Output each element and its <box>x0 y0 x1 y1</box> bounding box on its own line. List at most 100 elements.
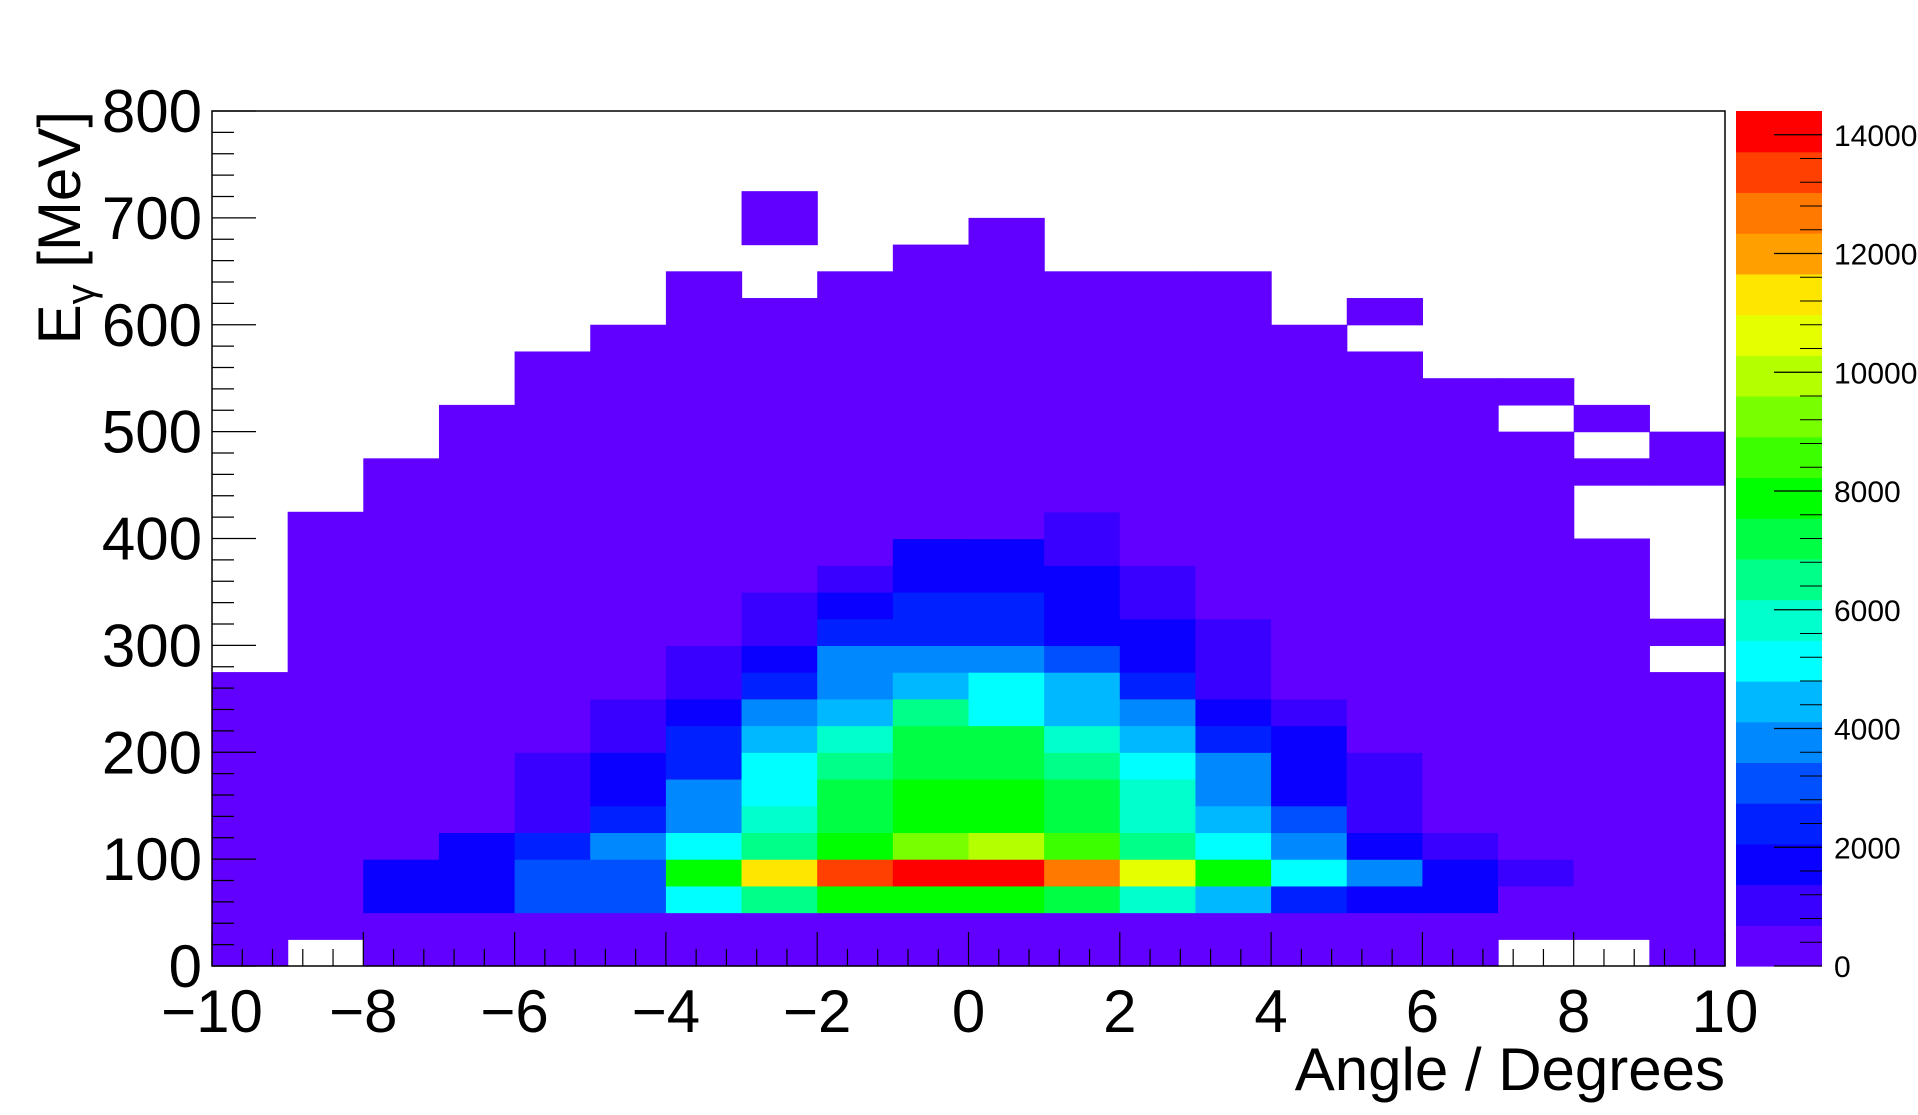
heatmap-cell <box>1195 832 1271 859</box>
heatmap-cell <box>1347 351 1423 752</box>
y-tick-label: 300 <box>102 612 202 679</box>
y-tick-label: 700 <box>102 185 202 252</box>
heatmap-cell <box>666 699 742 726</box>
heatmap-cell <box>515 378 591 753</box>
heatmap-cell <box>742 298 818 593</box>
heatmap-cell <box>363 458 439 859</box>
heatmap-cell <box>666 859 742 886</box>
heatmap-cell <box>893 726 969 780</box>
heatmap-cell <box>1271 726 1347 807</box>
heatmap-cell <box>666 726 742 780</box>
heatmap-cell <box>1120 726 1196 753</box>
heatmap-cell <box>1347 913 1423 967</box>
heatmap-cell <box>1649 619 1725 646</box>
heatmap-cell <box>893 859 969 886</box>
heatmap-cell <box>666 271 742 646</box>
heatmap-cell <box>1044 779 1120 833</box>
heatmap-cell <box>1120 779 1196 833</box>
heatmap-cell <box>893 886 969 913</box>
heatmap-cell <box>893 565 969 592</box>
heatmap-cell <box>1195 271 1271 619</box>
color-scale-step <box>1736 355 1822 396</box>
heatmap-cell <box>893 645 969 672</box>
heatmap-cell <box>893 672 969 699</box>
heatmap-cell <box>1422 832 1498 859</box>
heatmap-cell <box>1120 752 1196 779</box>
heatmap-cell <box>590 325 666 700</box>
heatmap-cell <box>969 726 1045 780</box>
color-scale-tick-label: 2000 <box>1834 832 1901 865</box>
x-tick-label: −8 <box>329 978 397 1045</box>
color-scale-tick-label: 14000 <box>1834 120 1917 153</box>
heatmap-cell <box>817 565 893 592</box>
heatmap-cell <box>817 271 893 566</box>
heatmap-cell <box>1120 832 1196 859</box>
x-tick-label: 6 <box>1406 978 1439 1045</box>
heatmap-cell <box>1044 832 1120 859</box>
heatmap-cell <box>666 832 742 859</box>
heatmap-cell <box>817 752 893 779</box>
heatmap-cell <box>1271 699 1347 726</box>
y-axis-label: Eγ [MeV] <box>26 111 103 344</box>
heatmap-cell <box>1347 752 1423 833</box>
heatmap-cell <box>1271 806 1347 833</box>
y-tick-label: 500 <box>102 399 202 466</box>
heatmap-cell <box>1195 859 1271 886</box>
heatmap-cell <box>969 565 1045 592</box>
heatmap-cell <box>742 859 818 886</box>
heatmap-cell <box>1044 726 1120 753</box>
heatmap-cell <box>1649 672 1725 967</box>
heatmap-cell <box>212 672 288 967</box>
heatmap-cell <box>1574 405 1650 432</box>
heatmap-cell <box>893 245 969 540</box>
color-scale-tick-label: 10000 <box>1834 357 1917 390</box>
heatmap-cell <box>817 592 893 619</box>
heatmap-cell <box>893 832 969 859</box>
y-tick-label: 200 <box>102 719 202 786</box>
x-tick-label: −4 <box>632 978 700 1045</box>
heatmap-cell <box>363 859 439 913</box>
color-scale-step <box>1736 925 1822 966</box>
heatmap-cell <box>969 592 1045 646</box>
color-scale-step <box>1736 600 1822 641</box>
x-tick-label: 8 <box>1557 978 1590 1045</box>
color-scale-step <box>1736 681 1822 722</box>
y-tick-label: 0 <box>169 933 202 1000</box>
heatmap-cell <box>742 886 818 913</box>
heatmap-cell <box>969 645 1045 672</box>
heatmap-cell <box>742 726 818 753</box>
heatmap-cell <box>666 645 742 699</box>
heatmap-cell <box>1574 458 1650 485</box>
heatmap-cell <box>1120 271 1196 566</box>
heatmap-cell <box>1422 378 1498 833</box>
heatmap-cell <box>590 859 666 913</box>
heatmap-cell <box>590 699 666 753</box>
y-axis-label-subscript: γ <box>59 284 103 304</box>
heatmap-cell <box>439 913 515 967</box>
color-scale-step <box>1736 396 1822 437</box>
heatmap-cell <box>1347 859 1423 886</box>
heatmap-cell <box>1498 378 1574 405</box>
heatmap-cell <box>439 405 515 833</box>
color-scale-step <box>1736 640 1822 681</box>
y-axis-label-main: E <box>26 304 93 344</box>
heatmap-cell <box>1498 432 1574 860</box>
heatmap-cell <box>893 913 969 967</box>
heatmap-cell <box>969 886 1045 913</box>
heatmap-cell <box>742 699 818 726</box>
heatmap-cell <box>817 619 893 646</box>
heatmap-cell <box>439 832 515 859</box>
heatmap-cell <box>1422 913 1498 967</box>
heatmap-cell <box>1044 565 1120 646</box>
heatmap-cell <box>1574 539 1650 940</box>
y-tick-label: 600 <box>102 292 202 359</box>
heatmap-cell <box>969 672 1045 726</box>
heatmap-cell <box>1347 298 1423 325</box>
color-scale-step <box>1736 315 1822 356</box>
color-scale-tick-label: 8000 <box>1834 476 1901 509</box>
heatmap-cell <box>515 859 591 913</box>
color-scale-step <box>1736 111 1822 152</box>
heatmap-cell <box>666 913 742 967</box>
heatmap-cell <box>1347 886 1423 913</box>
